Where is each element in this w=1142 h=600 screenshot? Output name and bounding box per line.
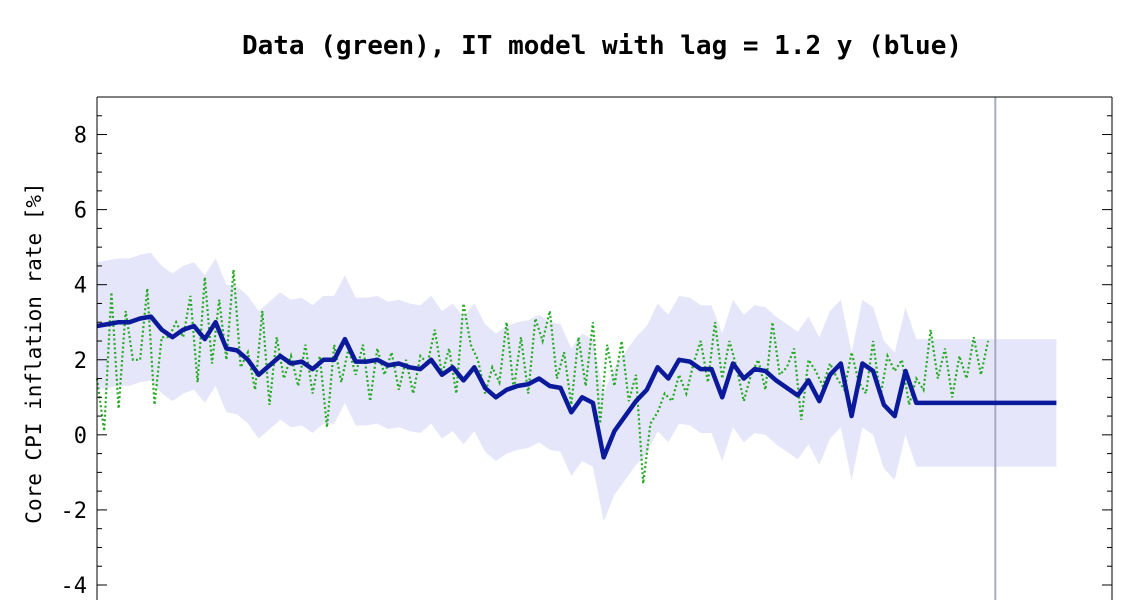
uncertainty-band-layer [97,252,1057,522]
y-tick-label: 6 [74,199,87,224]
y-tick-label: 2 [74,349,87,374]
y-tick-label: 0 [74,424,87,449]
plot-area [95,97,1057,600]
y-tick-label: 4 [74,274,87,299]
y-tick-label: 8 [74,124,87,149]
model-series-layer [96,314,1057,460]
y-tick-label: -2 [61,499,88,524]
uncertainty-band [97,252,1057,522]
model-series-line [96,314,1057,460]
y-tick-label: -4 [61,574,88,599]
y-axis-label: Core CPI inflation rate [%] [22,182,46,523]
y-axis-ticks: -4 -2 0 2 4 6 8 [61,96,1112,599]
chart-title: Data (green), IT model with lag = 1.2 y … [242,31,962,61]
plot-frame [96,96,1113,600]
